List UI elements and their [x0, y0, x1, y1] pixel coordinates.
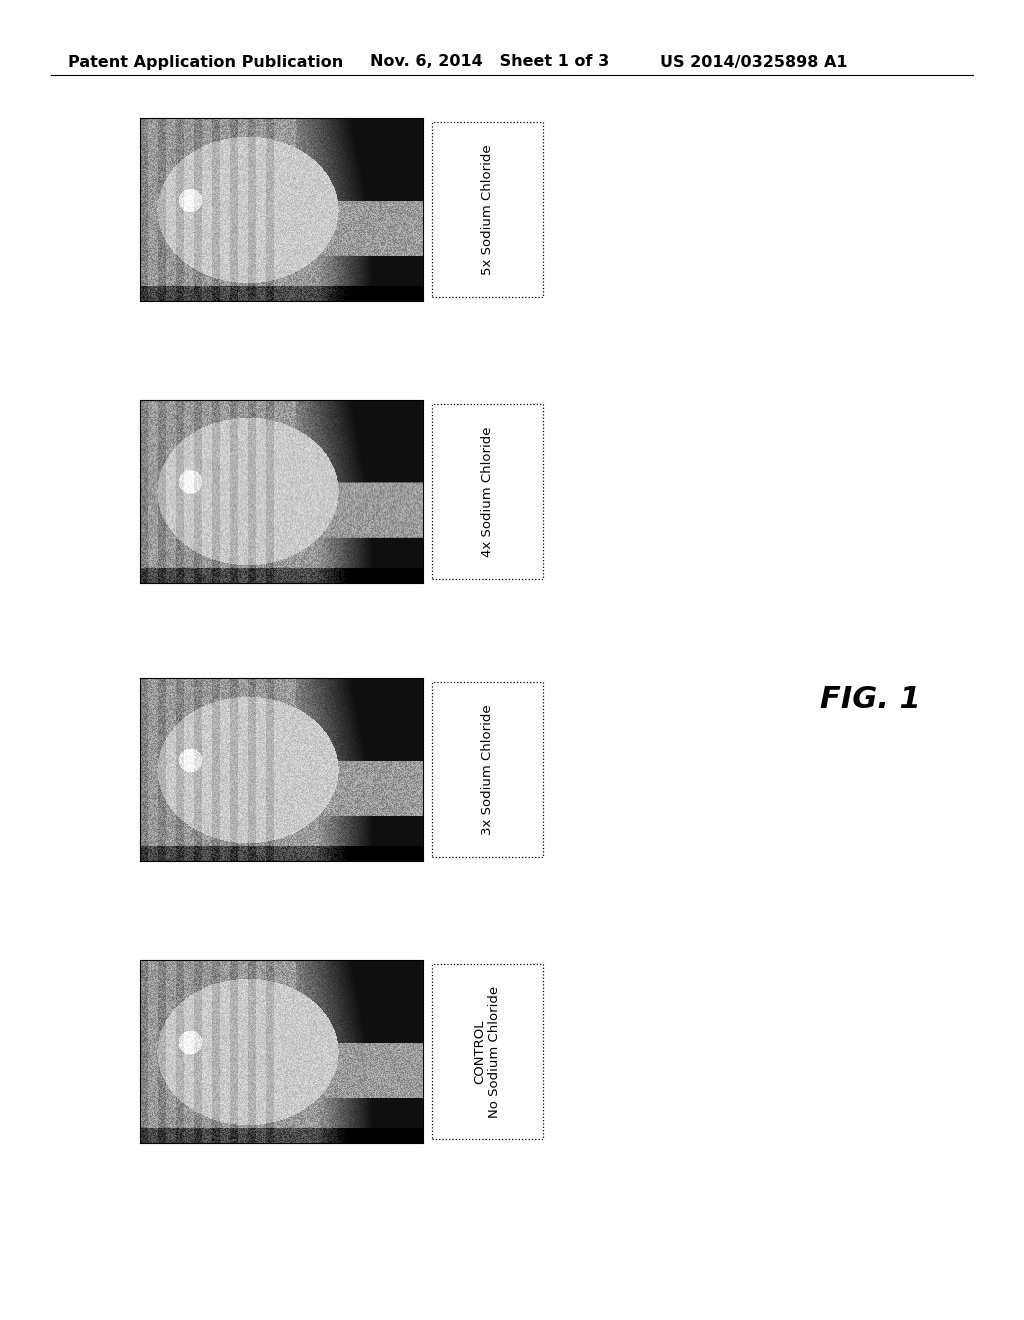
FancyBboxPatch shape [432, 121, 543, 297]
FancyBboxPatch shape [432, 404, 543, 579]
Text: 5x Sodium Chloride: 5x Sodium Chloride [481, 144, 494, 275]
Text: 3x Sodium Chloride: 3x Sodium Chloride [481, 704, 494, 834]
Text: US 2014/0325898 A1: US 2014/0325898 A1 [660, 54, 848, 70]
Text: CONTROL
No Sodium Chloride: CONTROL No Sodium Chloride [473, 986, 502, 1118]
Text: 4x Sodium Chloride: 4x Sodium Chloride [481, 426, 494, 557]
FancyBboxPatch shape [432, 681, 543, 858]
Text: Nov. 6, 2014   Sheet 1 of 3: Nov. 6, 2014 Sheet 1 of 3 [370, 54, 609, 70]
FancyBboxPatch shape [432, 964, 543, 1139]
Text: FIG. 1: FIG. 1 [819, 685, 921, 714]
Text: Patent Application Publication: Patent Application Publication [68, 54, 343, 70]
